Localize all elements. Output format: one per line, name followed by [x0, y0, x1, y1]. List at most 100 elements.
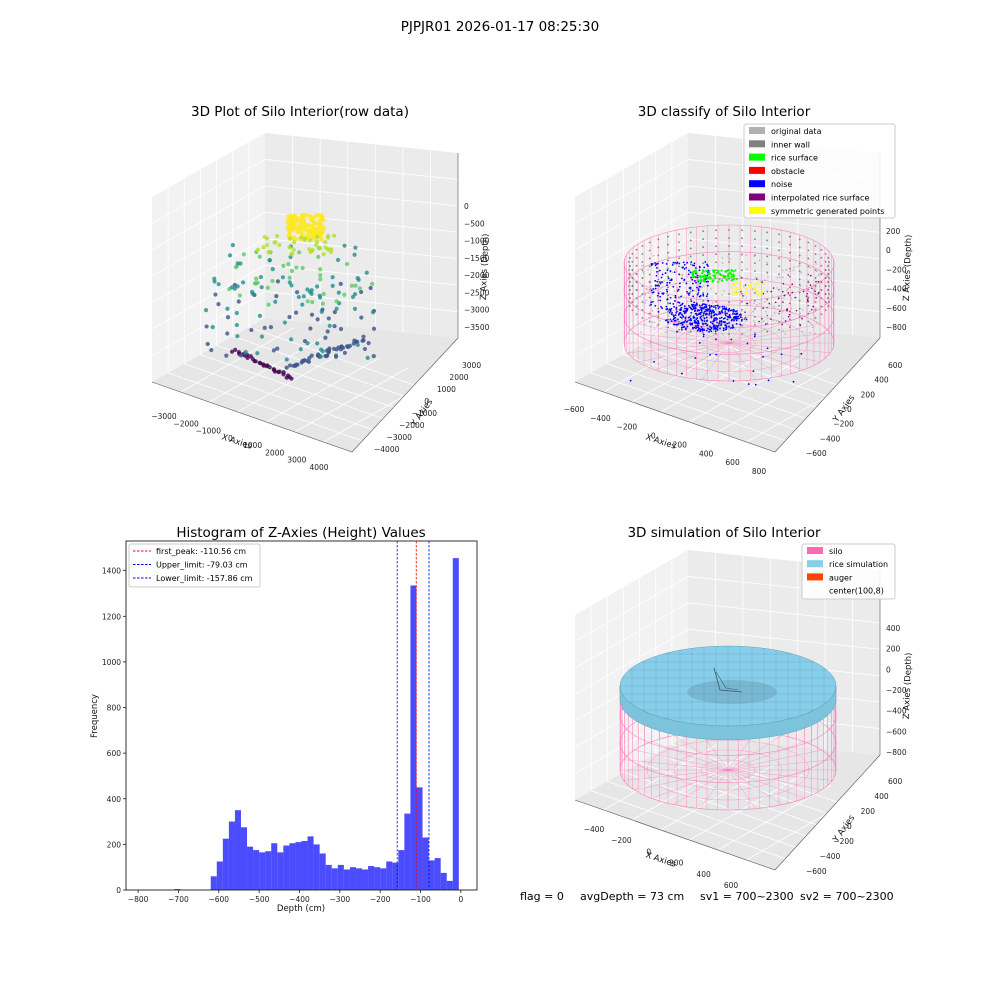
classify-rice-point	[727, 277, 731, 280]
raw-point	[305, 299, 310, 304]
classify-noise-point	[718, 322, 720, 325]
classify-noise-point	[694, 320, 697, 323]
classify-noise-point	[753, 335, 756, 338]
classify-noise-point	[683, 305, 686, 308]
classify-wall-point	[628, 293, 630, 295]
classify-wall-point	[635, 305, 638, 308]
classify-interp-point	[788, 313, 791, 316]
raw-y-tick-label: −4000	[374, 445, 400, 454]
classify-noise-point	[696, 276, 699, 279]
simulation-surface-rim	[619, 685, 837, 741]
classify-interp-point	[806, 292, 808, 295]
classify-original-point	[778, 276, 781, 278]
classify-original-point	[753, 302, 755, 305]
raw-point	[320, 301, 326, 306]
raw-point	[284, 357, 289, 362]
classify-interp-point	[778, 310, 781, 313]
raw-x-tick-label: −3000	[151, 412, 177, 421]
classify-noise-point	[690, 311, 693, 314]
classify-noise-point	[670, 279, 673, 282]
classify-original-point	[688, 331, 691, 334]
classify-wall-point	[689, 263, 692, 266]
classify-noise-point	[723, 307, 726, 310]
raw-points	[203, 212, 377, 381]
raw-point	[320, 307, 325, 312]
classify-z-tick-label: 0	[886, 246, 891, 255]
raw-point	[352, 306, 358, 311]
classify-original-point	[698, 315, 700, 318]
classify-z-tick-label: −400	[886, 285, 907, 294]
classify-wall-point	[628, 264, 631, 267]
classify-noise-point	[682, 326, 685, 329]
histogram-title: Histogram of Z-Axies (Height) Values	[176, 525, 425, 541]
classify-wall-point	[766, 255, 769, 258]
raw-point	[273, 299, 278, 304]
classify-noise-point	[672, 314, 675, 317]
classify-symmetric-point	[744, 287, 747, 290]
classify-interp-point	[740, 290, 742, 293]
classify-legend-swatch	[749, 153, 765, 161]
classify-symmetric-point	[757, 293, 760, 296]
raw-x-tick-label: −1000	[196, 427, 222, 436]
raw-z-tick-label: −2500	[464, 288, 490, 297]
classify-noise-point	[665, 308, 668, 311]
classify-wall-point	[778, 304, 780, 307]
classify-original-point	[644, 301, 647, 304]
classify-wall-point	[766, 239, 769, 242]
classify-wall-point	[641, 269, 644, 271]
classify-original-point	[644, 293, 647, 296]
classify-original-point	[762, 320, 765, 323]
raw-point	[347, 343, 353, 348]
simulation-z-tick-label: 200	[886, 645, 901, 654]
raw-point	[313, 226, 318, 232]
raw-point	[332, 323, 337, 329]
histogram-bar	[216, 861, 223, 890]
classify-original-point	[665, 331, 667, 333]
histogram-bar	[240, 827, 248, 890]
classify-noise-point	[754, 333, 756, 336]
histogram-bar	[380, 868, 387, 890]
histogram-bar	[416, 787, 423, 890]
classify-noise-point	[706, 263, 709, 266]
classify-noise-point	[705, 329, 708, 332]
classify-original-point	[667, 315, 670, 317]
classify-original-point	[642, 270, 645, 273]
histogram-bars	[174, 558, 459, 890]
classify-original-point	[746, 268, 748, 270]
histogram-bar	[428, 860, 435, 890]
histogram-y-tick-label: 1200	[102, 612, 121, 621]
raw-point	[277, 369, 282, 374]
classify-noise-point	[682, 316, 685, 318]
classify-original-point	[642, 272, 645, 274]
classify-symmetric-point	[731, 293, 734, 296]
histogram-bar	[174, 889, 181, 890]
classify-noise-point	[703, 266, 706, 269]
classify-wall-point	[788, 310, 791, 313]
classify-z-tick-label: −800	[886, 323, 907, 332]
classify-noise-point	[629, 379, 632, 382]
classify-original-point	[648, 292, 650, 294]
classify-noise-point	[780, 353, 783, 356]
classify-legend-label: symmetric generated points	[771, 207, 884, 216]
classify-noise-point	[697, 288, 700, 291]
classify-noise-point	[731, 326, 734, 329]
classify-wall-point	[667, 243, 670, 246]
raw-point	[368, 285, 373, 291]
classify-noise-point	[703, 310, 706, 313]
classify-wall-point	[766, 290, 769, 293]
classify-noise-point	[715, 328, 717, 331]
classify-wall-point	[641, 293, 644, 295]
classify-noise-point	[730, 319, 733, 322]
raw-point	[258, 274, 263, 280]
classify-original-point	[686, 275, 689, 278]
classify-noise-point	[710, 305, 713, 308]
classify-noise-point	[657, 292, 660, 295]
histogram-bar	[452, 558, 459, 890]
raw-axes-box	[151, 133, 459, 453]
classify-noise-point	[716, 329, 719, 331]
classify-wall-point	[827, 280, 830, 283]
classify-rice-point	[727, 269, 730, 272]
classify-interp-point	[786, 309, 789, 312]
raw-point	[216, 302, 221, 307]
classify-rice-point	[691, 271, 695, 274]
